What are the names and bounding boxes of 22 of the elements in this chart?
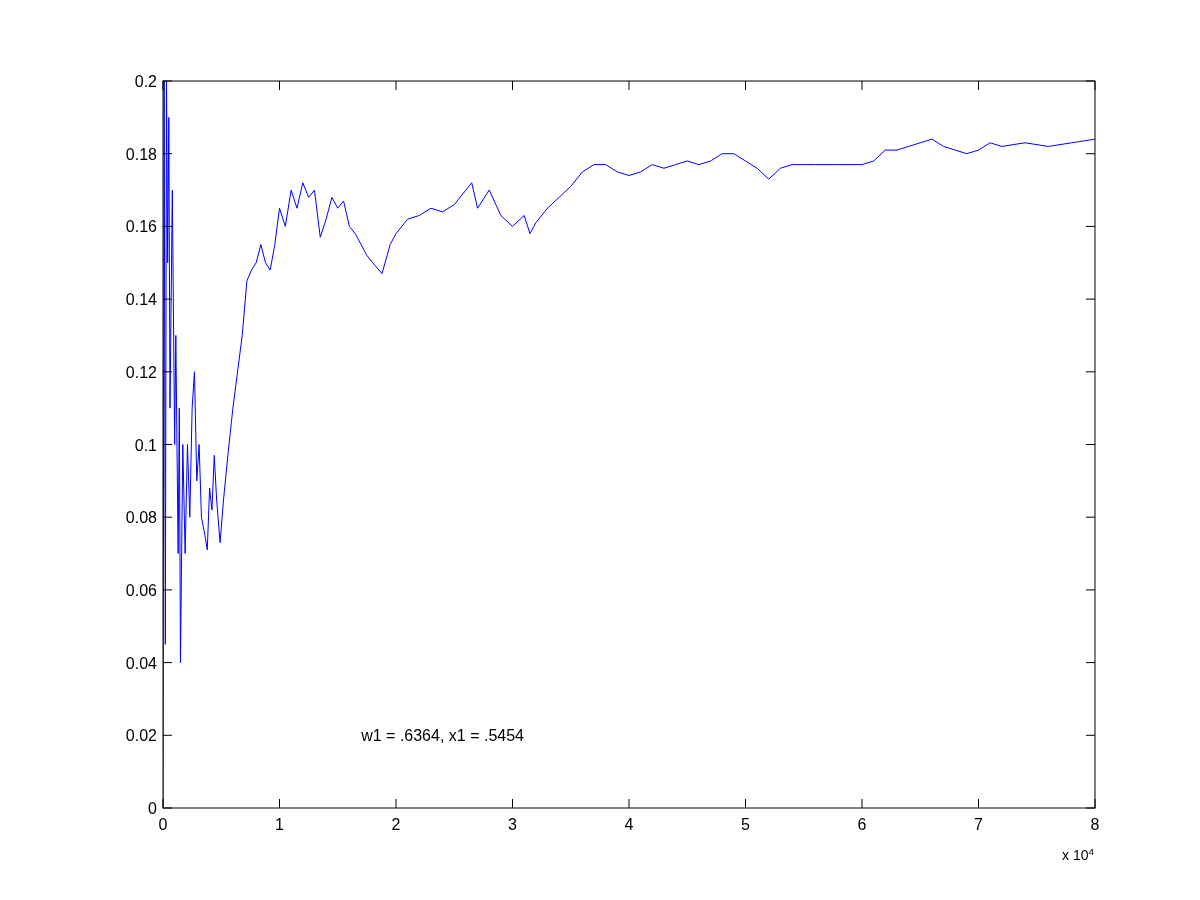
x-tick-label: 8 — [1090, 816, 1100, 833]
y-tick-label: 0.14 — [125, 291, 158, 309]
y-tick-label: 0.04 — [125, 654, 158, 672]
x-tick-label: 2 — [391, 816, 401, 833]
x-tick-label: 5 — [741, 816, 751, 833]
y-tick-label: 0.06 — [125, 581, 158, 599]
y-tick-label: 0 — [148, 800, 158, 817]
y-tick-label: 0.16 — [125, 218, 158, 236]
y-tick-label: 0.02 — [125, 727, 158, 745]
x-tick-label: 7 — [974, 816, 984, 833]
line-series — [163, 80, 1095, 809]
y-tick-label: 0.1 — [134, 436, 158, 454]
y-tick-label: 0.18 — [125, 145, 158, 163]
annotation: w1 = .6364, x1 = .5454 — [360, 727, 525, 745]
x-tick-label: 1 — [275, 816, 285, 833]
y-tick-label: 0.12 — [125, 363, 158, 381]
y-tick-label: 0.2 — [134, 73, 158, 90]
y-tick-label: 0.08 — [125, 509, 158, 527]
x-tick-label: 6 — [857, 816, 867, 833]
x-tick-label: 3 — [508, 816, 518, 833]
x-tick-label: 4 — [624, 816, 634, 833]
text: x 10$^{4}$ — [1062, 845, 1095, 863]
